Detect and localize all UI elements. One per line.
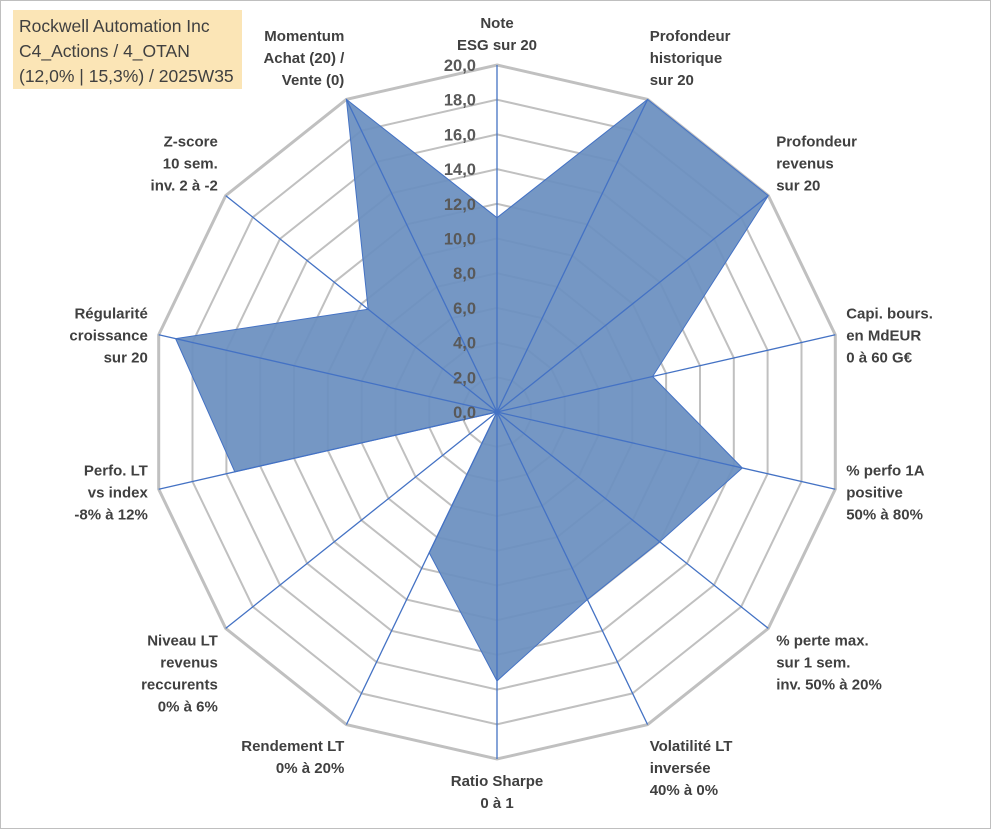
axis-spoke: [496, 99, 649, 413]
axis-spoke: [345, 99, 498, 413]
axis-label: Profondeur revenus sur 20: [776, 134, 857, 195]
tick-label: 12,0: [444, 196, 476, 214]
axis-label-line: 10 sem.: [163, 156, 218, 173]
axis-label-line: croissance: [69, 328, 147, 345]
axis-spoke: [225, 195, 498, 413]
axis-label-line: historique: [650, 50, 723, 67]
axis-spoke: [158, 411, 498, 490]
axis-label-line: inv. 2 à -2: [151, 178, 218, 195]
axis-spoke: [496, 195, 769, 413]
axis-label: Volatilité LT inversée 40% à 0%: [650, 738, 733, 799]
tick-label: 20,0: [444, 57, 476, 75]
axis-label: Ratio Sharpe 0 à 1: [451, 773, 544, 812]
radar-axis-labels: Note ESG sur 20 Profondeur historique sur 20…: [69, 15, 932, 812]
axis-label-line: revenus: [160, 655, 218, 672]
axis-label-line: sur 20: [104, 350, 148, 367]
axis-label-line: Vente (0): [282, 72, 345, 89]
tick-label: 0,0: [453, 404, 476, 422]
axis-label-line: Capi. bours.: [846, 306, 933, 323]
axis-spoke: [496, 411, 649, 725]
axis-label: Note ESG sur 20: [457, 15, 537, 54]
axis-spoke: [225, 411, 498, 629]
axis-label: Perfo. LT vs index -8% à 12%: [74, 462, 148, 523]
axis-label-line: % perte max.: [776, 633, 869, 650]
axis-label-line: sur 20: [650, 72, 694, 89]
axis-label-line: sur 20: [776, 178, 820, 195]
tick-label: 2,0: [453, 369, 476, 387]
axis-label-line: 50% à 80%: [846, 506, 923, 523]
tick-label: 14,0: [444, 161, 476, 179]
axis-label-line: Note: [480, 15, 513, 32]
tick-label: 8,0: [453, 265, 476, 283]
axis-label-line: 0% à 20%: [276, 760, 344, 777]
tick-label: 10,0: [444, 231, 476, 249]
axis-label: Régularité croissance sur 20: [69, 306, 147, 367]
axis-label-line: Profondeur: [776, 134, 857, 151]
axis-label-line: sur 1 sem.: [776, 655, 850, 672]
performance-period: (12,0% | 15,3%) / 2025W35: [19, 66, 234, 86]
axis-label-line: 40% à 0%: [650, 782, 718, 799]
axis-label-line: reccurents: [141, 677, 218, 694]
info-box: Rockwell Automation Inc C4_Actions / 4_O…: [13, 10, 242, 89]
axis-label: Rendement LT 0% à 20%: [241, 738, 344, 777]
axis-label-line: -8% à 12%: [74, 506, 147, 523]
axis-label-line: vs index: [88, 484, 149, 501]
axis-label-line: Niveau LT: [147, 633, 218, 650]
axis-label-line: 0 à 1: [480, 795, 513, 812]
axis-label-line: Régularité: [74, 306, 147, 323]
radar-spokes: [158, 65, 836, 759]
axis-label-line: Momentum: [264, 28, 344, 45]
axis-label-line: positive: [846, 484, 903, 501]
axis-label: % perte max. sur 1 sem. inv. 50% à 20%: [776, 633, 882, 694]
tick-label: 16,0: [444, 126, 476, 144]
axis-label: Capi. bours. en MdEUR 0 à 60 G€: [846, 306, 933, 367]
axis-spoke: [345, 411, 498, 725]
axis-label-line: ESG sur 20: [457, 37, 537, 54]
radar-series: [174, 98, 769, 682]
axis-label-line: Achat (20) /: [263, 50, 345, 67]
axis-spoke: [496, 411, 836, 490]
axis-label-line: Rendement LT: [241, 738, 344, 755]
axis-spoke: [496, 334, 836, 413]
axis-spoke: [158, 334, 498, 413]
axis-label-line: Perfo. LT: [84, 462, 148, 479]
series-area: [174, 98, 769, 682]
axis-label-line: % perfo 1A: [846, 462, 925, 479]
axis-label: Profondeur historique sur 20: [650, 28, 731, 89]
axis-label-line: en MdEUR: [846, 328, 921, 345]
axis-label-line: Profondeur: [650, 28, 731, 45]
axis-label-line: inv. 50% à 20%: [776, 677, 882, 694]
portfolio-category: C4_Actions / 4_OTAN: [19, 41, 190, 61]
axis-spoke: [496, 411, 769, 629]
axis-label-line: Volatilité LT: [650, 738, 733, 755]
tick-label: 18,0: [444, 92, 476, 110]
axis-label: Z-score 10 sem. inv. 2 à -2: [151, 134, 218, 195]
tick-label: 6,0: [453, 300, 476, 318]
axis-label-line: 0% à 6%: [158, 699, 218, 716]
axis-label: Niveau LT revenus reccurents 0% à 6%: [141, 633, 218, 716]
axis-label-line: inversée: [650, 760, 711, 777]
axis-label: % perfo 1A positive 50% à 80%: [846, 462, 925, 523]
tick-label: 4,0: [453, 335, 476, 353]
company-name: Rockwell Automation Inc: [19, 16, 210, 36]
axis-label-line: revenus: [776, 156, 834, 173]
radar-tick-labels: 0,0 2,0 4,0 6,0 8,0 10,0 12,0 14,0 16,0 18,0 20,0: [444, 57, 476, 422]
axis-label-line: Ratio Sharpe: [451, 773, 544, 790]
axis-label-line: 0 à 60 G€: [846, 350, 913, 367]
axis-label: Momentum Achat (20) / Vente (0): [263, 28, 345, 89]
axis-label-line: Z-score: [164, 134, 218, 151]
